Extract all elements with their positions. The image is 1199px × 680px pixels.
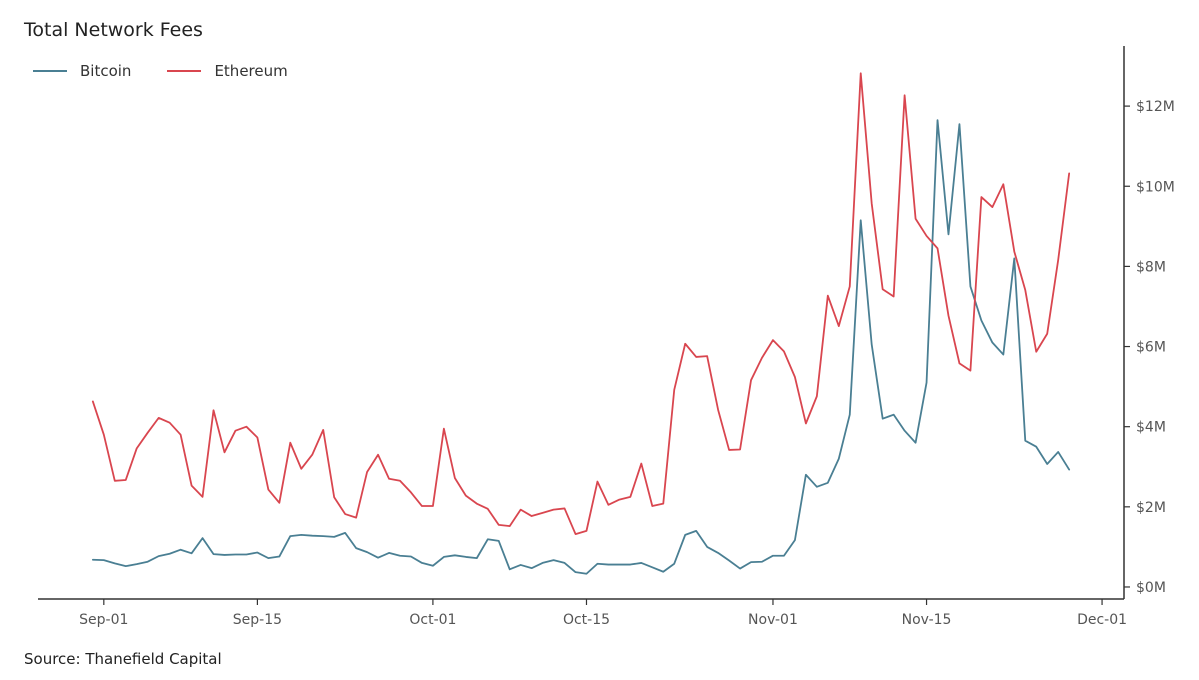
x-tick-label: Nov-01 bbox=[748, 612, 798, 628]
x-tick-label: Oct-01 bbox=[409, 612, 456, 628]
y-tick-label: $8M bbox=[1136, 259, 1166, 275]
y-tick-label: $6M bbox=[1136, 340, 1166, 356]
y-tick-label: $10M bbox=[1136, 179, 1175, 195]
legend-label-bitcoin: Bitcoin bbox=[80, 62, 132, 80]
y-tick-label: $12M bbox=[1136, 99, 1175, 115]
x-tick-label: Oct-15 bbox=[563, 612, 610, 628]
source-note: Source: Thanefield Capital bbox=[24, 650, 222, 668]
legend-swatch-bitcoin bbox=[33, 70, 67, 72]
axes: Sep-01 Sep-15 Oct-01 Oct-15 Nov-01 Nov-15 Dec-… bbox=[38, 46, 1175, 628]
series-line-bitcoin bbox=[91, 119, 1071, 575]
x-tick-label: Sep-01 bbox=[79, 612, 128, 628]
x-tick-label: Nov-15 bbox=[902, 612, 952, 628]
y-tick-label: $4M bbox=[1136, 420, 1166, 436]
legend-item-ethereum: Ethereum bbox=[167, 62, 288, 80]
legend-item-bitcoin: Bitcoin bbox=[33, 62, 131, 80]
y-tick-label: $0M bbox=[1136, 580, 1166, 596]
y-tick-label: $2M bbox=[1136, 500, 1166, 516]
legend-label-ethereum: Ethereum bbox=[214, 62, 288, 80]
x-tick-label: Sep-15 bbox=[233, 612, 282, 628]
series-lines bbox=[91, 72, 1071, 575]
x-tick-label: Dec-01 bbox=[1077, 612, 1127, 628]
chart-title: Total Network Fees bbox=[24, 19, 203, 41]
legend-swatch-ethereum bbox=[167, 70, 202, 72]
legend: Bitcoin Ethereum bbox=[33, 62, 324, 80]
series-line-ethereum bbox=[91, 72, 1071, 535]
